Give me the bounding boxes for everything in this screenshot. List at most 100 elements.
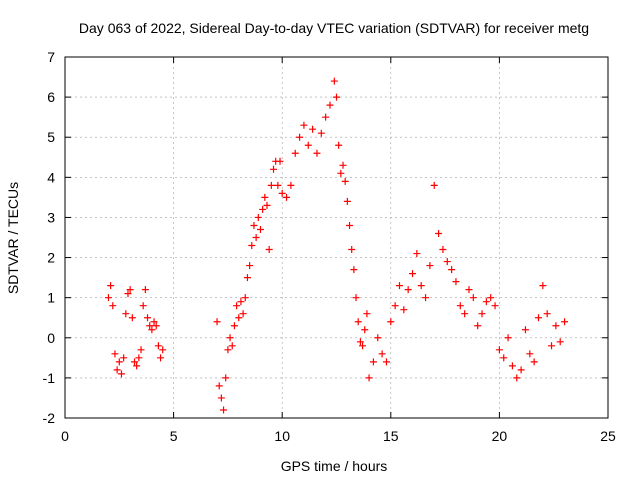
data-point	[543, 310, 551, 318]
data-point	[261, 193, 269, 201]
y-tick-label: 7	[47, 49, 55, 65]
data-point	[435, 229, 443, 237]
data-point	[382, 358, 390, 366]
data-point	[248, 242, 256, 250]
data-point	[122, 310, 130, 318]
data-point	[426, 262, 434, 270]
data-point	[239, 310, 247, 318]
data-point	[159, 346, 167, 354]
data-point	[530, 358, 538, 366]
data-point	[256, 225, 264, 233]
data-point	[259, 205, 267, 213]
data-point	[246, 262, 254, 270]
data-series	[104, 77, 569, 414]
data-point	[113, 366, 121, 374]
data-point	[469, 294, 477, 302]
plot-frame	[64, 56, 609, 419]
data-point	[365, 374, 373, 382]
data-point	[154, 342, 162, 350]
data-point	[128, 314, 136, 322]
y-axis-label: SDTVAR / TECUs	[5, 182, 21, 294]
data-point	[335, 141, 343, 149]
data-point	[350, 266, 358, 274]
data-point	[133, 362, 141, 370]
data-point	[243, 274, 251, 282]
data-point	[233, 302, 241, 310]
data-point	[265, 246, 273, 254]
data-point	[139, 302, 147, 310]
data-point	[452, 278, 460, 286]
data-point	[341, 177, 349, 185]
data-point	[369, 358, 377, 366]
data-point	[228, 342, 236, 350]
data-point	[400, 306, 408, 314]
y-tick-label: 4	[47, 169, 55, 185]
data-point	[352, 294, 360, 302]
data-point	[356, 338, 364, 346]
data-point	[330, 77, 338, 85]
x-tick-label: 10	[274, 428, 290, 444]
data-point	[270, 165, 278, 173]
data-point	[534, 314, 542, 322]
data-point	[443, 258, 451, 266]
data-point	[548, 342, 556, 350]
data-point	[152, 322, 160, 330]
data-point	[217, 394, 225, 402]
data-point	[309, 125, 317, 133]
data-point	[291, 149, 299, 157]
data-point	[395, 282, 403, 290]
data-point	[539, 282, 547, 290]
axis-ticks: 0 5 10 15 20 25 -2 -1 0 1 2 3 4 5 6 7	[43, 49, 616, 444]
data-point	[363, 310, 371, 318]
data-point	[237, 298, 245, 306]
data-point	[254, 213, 262, 221]
data-point	[135, 354, 143, 362]
data-point	[409, 270, 417, 278]
data-point	[374, 334, 382, 342]
data-point	[215, 382, 223, 390]
data-point	[322, 113, 330, 121]
data-point	[267, 181, 275, 189]
data-point	[287, 181, 295, 189]
data-point	[465, 286, 473, 294]
data-point	[422, 294, 430, 302]
data-point	[478, 310, 486, 318]
data-point	[504, 334, 512, 342]
y-tick-label: 2	[47, 250, 55, 266]
data-point	[521, 326, 529, 334]
data-point	[556, 338, 564, 346]
data-point	[220, 406, 228, 414]
data-point	[359, 342, 367, 350]
data-point	[107, 282, 115, 290]
data-point	[417, 282, 425, 290]
data-point	[124, 290, 132, 298]
y-tick-label: -2	[43, 410, 56, 426]
data-point	[326, 101, 334, 109]
data-point	[404, 286, 412, 294]
data-point	[115, 358, 123, 366]
data-point	[213, 318, 221, 326]
x-tick-label: 15	[383, 428, 399, 444]
data-point	[144, 314, 152, 322]
data-point	[391, 302, 399, 310]
grid	[65, 57, 608, 418]
data-point	[439, 246, 447, 254]
data-point	[513, 374, 521, 382]
data-point	[487, 294, 495, 302]
data-point	[230, 322, 238, 330]
data-point	[141, 286, 149, 294]
y-tick-label: 0	[47, 330, 55, 346]
data-point	[317, 129, 325, 137]
data-point	[111, 350, 119, 358]
data-point	[157, 354, 165, 362]
data-point	[430, 181, 438, 189]
data-point	[333, 93, 340, 101]
data-point	[300, 121, 308, 129]
data-point	[104, 294, 112, 302]
y-tick-label: 3	[47, 209, 55, 225]
data-point	[276, 157, 284, 165]
data-point	[474, 322, 482, 330]
data-point	[226, 334, 234, 342]
x-tick-label: 5	[170, 428, 178, 444]
